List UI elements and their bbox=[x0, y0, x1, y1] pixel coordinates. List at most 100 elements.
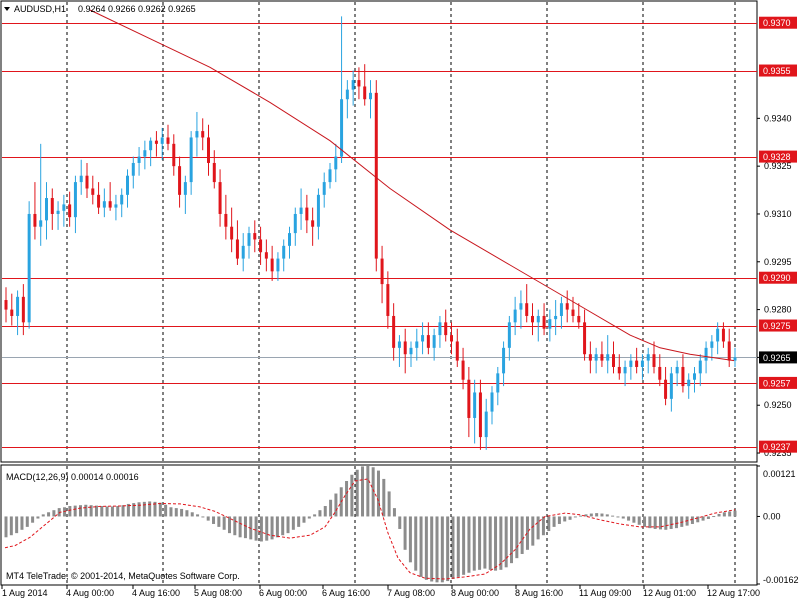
time-tick-label: 6 Aug 00:00 bbox=[259, 588, 307, 598]
macd-bar bbox=[462, 516, 466, 575]
time-tick-label: 5 Aug 08:00 bbox=[194, 588, 242, 598]
candle-body bbox=[131, 162, 135, 176]
vertical-gridlines bbox=[66, 2, 736, 584]
candle-body bbox=[490, 392, 494, 412]
macd-bar bbox=[648, 516, 652, 529]
macd-bar bbox=[494, 516, 498, 571]
macd-bar bbox=[265, 516, 269, 541]
macd-panel[interactable] bbox=[0, 464, 758, 586]
candle-body bbox=[160, 137, 164, 144]
macd-bar bbox=[297, 516, 301, 527]
candle-body bbox=[438, 322, 442, 336]
macd-bar bbox=[68, 506, 72, 517]
candle-body bbox=[502, 347, 506, 374]
time-tick-label: 4 Aug 00:00 bbox=[66, 588, 114, 598]
candle-body bbox=[664, 379, 668, 399]
macd-bar bbox=[680, 516, 684, 527]
candle-body bbox=[554, 315, 558, 320]
macd-bar bbox=[217, 516, 221, 527]
candle-body bbox=[600, 354, 604, 361]
macd-bar bbox=[664, 516, 668, 530]
macd-bar bbox=[424, 516, 428, 580]
macd-bar bbox=[547, 516, 551, 532]
candle-body bbox=[594, 354, 598, 361]
price-tick-label: 0.9325 bbox=[764, 161, 792, 171]
macd-bar bbox=[25, 516, 29, 527]
candle-body bbox=[21, 296, 25, 323]
macd-bar bbox=[728, 511, 732, 517]
candle-body bbox=[473, 392, 477, 418]
macd-bar bbox=[89, 505, 93, 517]
macd-bar bbox=[233, 516, 237, 536]
candle-body bbox=[10, 309, 14, 316]
macd-bar bbox=[520, 516, 524, 554]
candle-body bbox=[154, 140, 158, 144]
candle-body bbox=[126, 175, 129, 195]
candle-body bbox=[207, 137, 210, 163]
macd-bar bbox=[382, 478, 386, 517]
macd-bar bbox=[706, 516, 710, 519]
macd-bar bbox=[627, 516, 631, 521]
candle-body bbox=[374, 92, 378, 259]
candle-body bbox=[62, 204, 66, 211]
macd-bar bbox=[132, 503, 136, 517]
macd-bar bbox=[563, 516, 567, 522]
candle-body bbox=[687, 379, 691, 387]
macd-bar bbox=[275, 516, 279, 538]
candle-body bbox=[322, 182, 326, 195]
candle-body bbox=[33, 213, 37, 227]
macd-bar bbox=[414, 516, 418, 571]
macd-bar bbox=[605, 514, 609, 517]
macd-bar bbox=[329, 499, 333, 517]
macd-bar bbox=[531, 516, 535, 546]
macd-bar bbox=[515, 516, 519, 559]
macd-bar bbox=[573, 516, 577, 518]
macd-signal-line bbox=[4, 478, 736, 580]
macd-bar bbox=[589, 513, 593, 517]
macd-bar bbox=[611, 515, 615, 517]
candle-body bbox=[403, 341, 407, 355]
candle-body bbox=[183, 182, 187, 195]
macd-bar bbox=[366, 466, 370, 517]
candle-body bbox=[513, 309, 517, 323]
macd-bar bbox=[669, 516, 673, 529]
macd-bar bbox=[717, 513, 721, 517]
macd-bar bbox=[302, 516, 306, 523]
candle-body bbox=[120, 194, 124, 205]
candle-body bbox=[340, 99, 344, 157]
macd-bar bbox=[525, 516, 529, 550]
candle-body bbox=[629, 360, 633, 367]
macd-bar bbox=[653, 516, 657, 529]
price-panel[interactable] bbox=[0, 0, 758, 463]
candle-body bbox=[369, 92, 372, 100]
macd-bar bbox=[180, 508, 184, 517]
candle-body bbox=[612, 354, 615, 367]
macd-bar bbox=[552, 516, 556, 527]
time-tick-label: 7 Aug 08:00 bbox=[387, 588, 435, 598]
candle-body bbox=[536, 315, 540, 323]
candle-body bbox=[189, 137, 193, 183]
candle-body bbox=[461, 360, 465, 380]
candle-body bbox=[363, 86, 367, 100]
price-tick-label: 0.9280 bbox=[764, 305, 792, 315]
level-price-tag bbox=[759, 319, 797, 332]
macd-bar bbox=[52, 510, 56, 517]
candle-body bbox=[421, 335, 425, 342]
candle-body bbox=[565, 303, 569, 310]
macd-bar bbox=[307, 516, 311, 519]
time-tick-label: 12 Aug 01:00 bbox=[643, 588, 696, 598]
macd-bar bbox=[158, 502, 162, 517]
candle-body bbox=[444, 322, 448, 336]
macd-bar bbox=[100, 506, 104, 517]
price-tick-label: 0.9250 bbox=[764, 400, 792, 410]
symbol-label: AUDUSD,H1 bbox=[14, 4, 66, 14]
candle-body bbox=[288, 233, 291, 246]
candle-body bbox=[450, 335, 453, 342]
price-tick-label: 0.9235 bbox=[764, 448, 792, 458]
symbol-menu-icon[interactable] bbox=[4, 7, 10, 11]
macd-bar bbox=[557, 516, 561, 524]
candle-body bbox=[733, 357, 737, 361]
candle-body bbox=[669, 373, 673, 399]
candle-body bbox=[39, 220, 43, 227]
